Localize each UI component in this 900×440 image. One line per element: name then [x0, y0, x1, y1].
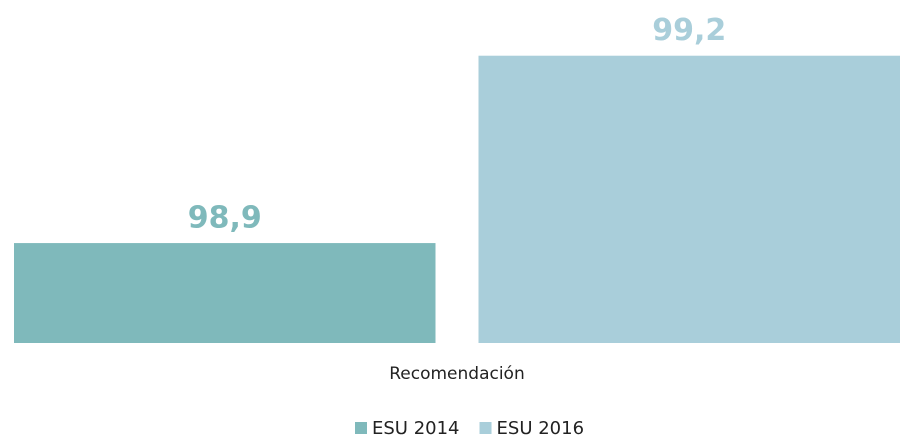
data-label: 99,2 [652, 13, 726, 48]
bar [14, 243, 436, 343]
legend-label: ESU 2016 [497, 418, 585, 439]
legend-swatch [479, 422, 492, 434]
legend-label: ESU 2014 [372, 418, 460, 439]
legend-swatch [355, 422, 367, 434]
bar [478, 55, 900, 343]
data-label: 98,9 [188, 201, 262, 236]
category-label: Recomendación [389, 364, 525, 384]
